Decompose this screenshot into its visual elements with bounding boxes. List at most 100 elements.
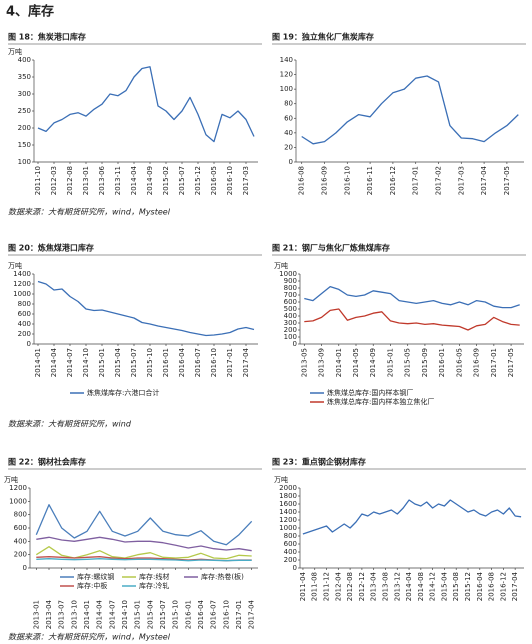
y-tick-label: 400 [14,537,27,545]
y-tick-label: 200 [18,124,31,132]
x-tick-label: 2014-09 [146,166,154,195]
x-tick-label: 2012-04 [334,571,342,601]
y-tick-label: 0 [289,158,293,166]
legend-label: 库存:中板 [77,581,107,590]
y-tick-label: 700 [284,291,297,299]
x-tick-label: 2014-01 [335,348,343,377]
x-tick-label: 2013-08 [381,572,389,601]
x-tick-label: 2016-04 [178,347,186,377]
x-tick-label: 2017-02 [435,166,443,195]
x-tick-label: 2012-08 [346,572,354,601]
y-tick-label: 350 [18,73,31,81]
x-tick-label: 2016-10 [343,166,351,195]
y-tick-label: 2000 [279,484,297,492]
y-tick-label: 800 [14,511,27,519]
page-title: 4、库存 [6,4,54,20]
unit-label: 万吨 [8,47,22,56]
y-tick-label: 200 [284,556,297,564]
x-tick-label: 2013-12 [393,572,401,601]
x-tick-label: 2016-09 [321,166,329,195]
y-tick-label: 300 [18,90,31,98]
y-tick-label: 800 [284,532,297,540]
x-tick-label: 2014-05 [352,348,360,377]
source-note: 数据来源：大有期货研究所，wind，Mysteel [8,208,171,217]
legend-label: 库存:热卷(板) [201,572,244,581]
x-tick-label: 2011-04 [299,571,307,601]
unit-label: 万吨 [4,475,18,484]
x-tick-label: 2017-01 [412,166,420,195]
y-tick-label: 0 [27,340,31,348]
x-tick-label: 2014-10 [82,348,90,377]
unit-label: 万吨 [8,261,22,270]
x-tick-label: 2013-05 [300,348,308,377]
x-tick-label: 2014-01 [34,348,42,377]
legend-label: 炼焦煤总库存:国内样本钢厂 [327,388,413,397]
x-tick-label: 2014-01 [83,600,91,629]
y-tick-label: 1200 [13,280,31,288]
x-tick-label: 2017-01 [226,348,234,377]
data-line [35,546,252,560]
y-tick-label: 140 [280,56,293,64]
x-tick-label: 2015-09 [421,348,429,377]
x-tick-label: 2017-04 [242,347,250,377]
y-tick-label: 800 [18,300,31,308]
x-tick-label: 2017-04 [511,571,519,601]
legend-label: 炼焦煤总库存:国内样本独立焦化厂 [327,397,434,406]
x-tick-label: 2014-07 [108,600,116,629]
data-line [37,280,255,337]
x-tick-label: 2016-01 [438,348,446,377]
chart-title: 图 20：炼焦煤港口库存 [8,243,94,253]
x-tick-label: 2013-09 [318,348,326,377]
y-tick-label: 60 [284,114,293,122]
x-tick-label: 2012-12 [358,572,366,601]
x-tick-label: 2014-12 [429,572,437,601]
x-tick-label: 2013-04 [45,599,53,629]
y-tick-label: 200 [284,326,297,334]
x-tick-label: 2015-04 [440,571,448,601]
chart-title: 图 21：钢厂与焦化厂炼焦煤库存 [272,243,390,253]
y-tick-label: 200 [18,330,31,338]
x-tick-label: 2011-12 [323,572,331,601]
x-tick-label: 2015-10 [146,348,154,377]
x-tick-label: 2015-07 [159,600,167,629]
y-tick-label: 1000 [9,497,27,505]
x-tick-label: 2017-04 [248,599,256,629]
x-tick-label: 2012-08 [66,166,74,195]
x-tick-label: 2011-08 [311,572,319,601]
x-tick-label: 2014-04 [130,165,138,195]
y-tick-label: 900 [284,277,297,285]
x-tick-label: 2017-03 [457,166,465,195]
x-tick-label: 2016-12 [389,166,397,195]
x-tick-label: 2017-01 [235,600,243,629]
y-tick-label: 1800 [279,492,297,500]
x-tick-label: 2013-10 [70,600,78,629]
x-tick-label: 2012-03 [50,166,58,195]
y-tick-label: 20 [284,143,293,151]
chart-title: 图 18：焦炭港口库存 [8,32,86,42]
x-tick-label: 2013-04 [370,571,378,601]
unit-label: 万吨 [274,261,288,270]
chart-title: 图 19：独立焦化厂焦炭库存 [272,32,374,42]
x-tick-label: 2013-07 [58,600,66,629]
y-tick-label: 400 [284,312,297,320]
y-tick-label: 600 [14,524,27,532]
x-tick-label: 2014-09 [369,348,377,377]
x-tick-label: 2014-04 [96,599,104,629]
x-tick-label: 2016-12 [499,572,507,601]
legend-label: 库存:线材 [139,572,169,581]
x-tick-label: 2016-10 [226,166,234,195]
x-tick-label: 2015-08 [452,572,460,601]
x-tick-label: 2017-05 [503,166,511,195]
x-tick-label: 2016-10 [210,348,218,377]
x-tick-label: 2016-09 [473,348,481,377]
y-tick-label: 500 [284,305,297,313]
x-tick-label: 2015-10 [172,600,180,629]
data-line [35,504,253,546]
x-tick-label: 2015-01 [386,348,394,377]
x-tick-label: 2016-07 [194,348,202,377]
x-tick-label: 2016-11 [366,166,374,195]
y-tick-label: 1000 [279,524,297,532]
x-tick-label: 2015-04 [114,347,122,377]
y-tick-label: 250 [18,107,31,115]
